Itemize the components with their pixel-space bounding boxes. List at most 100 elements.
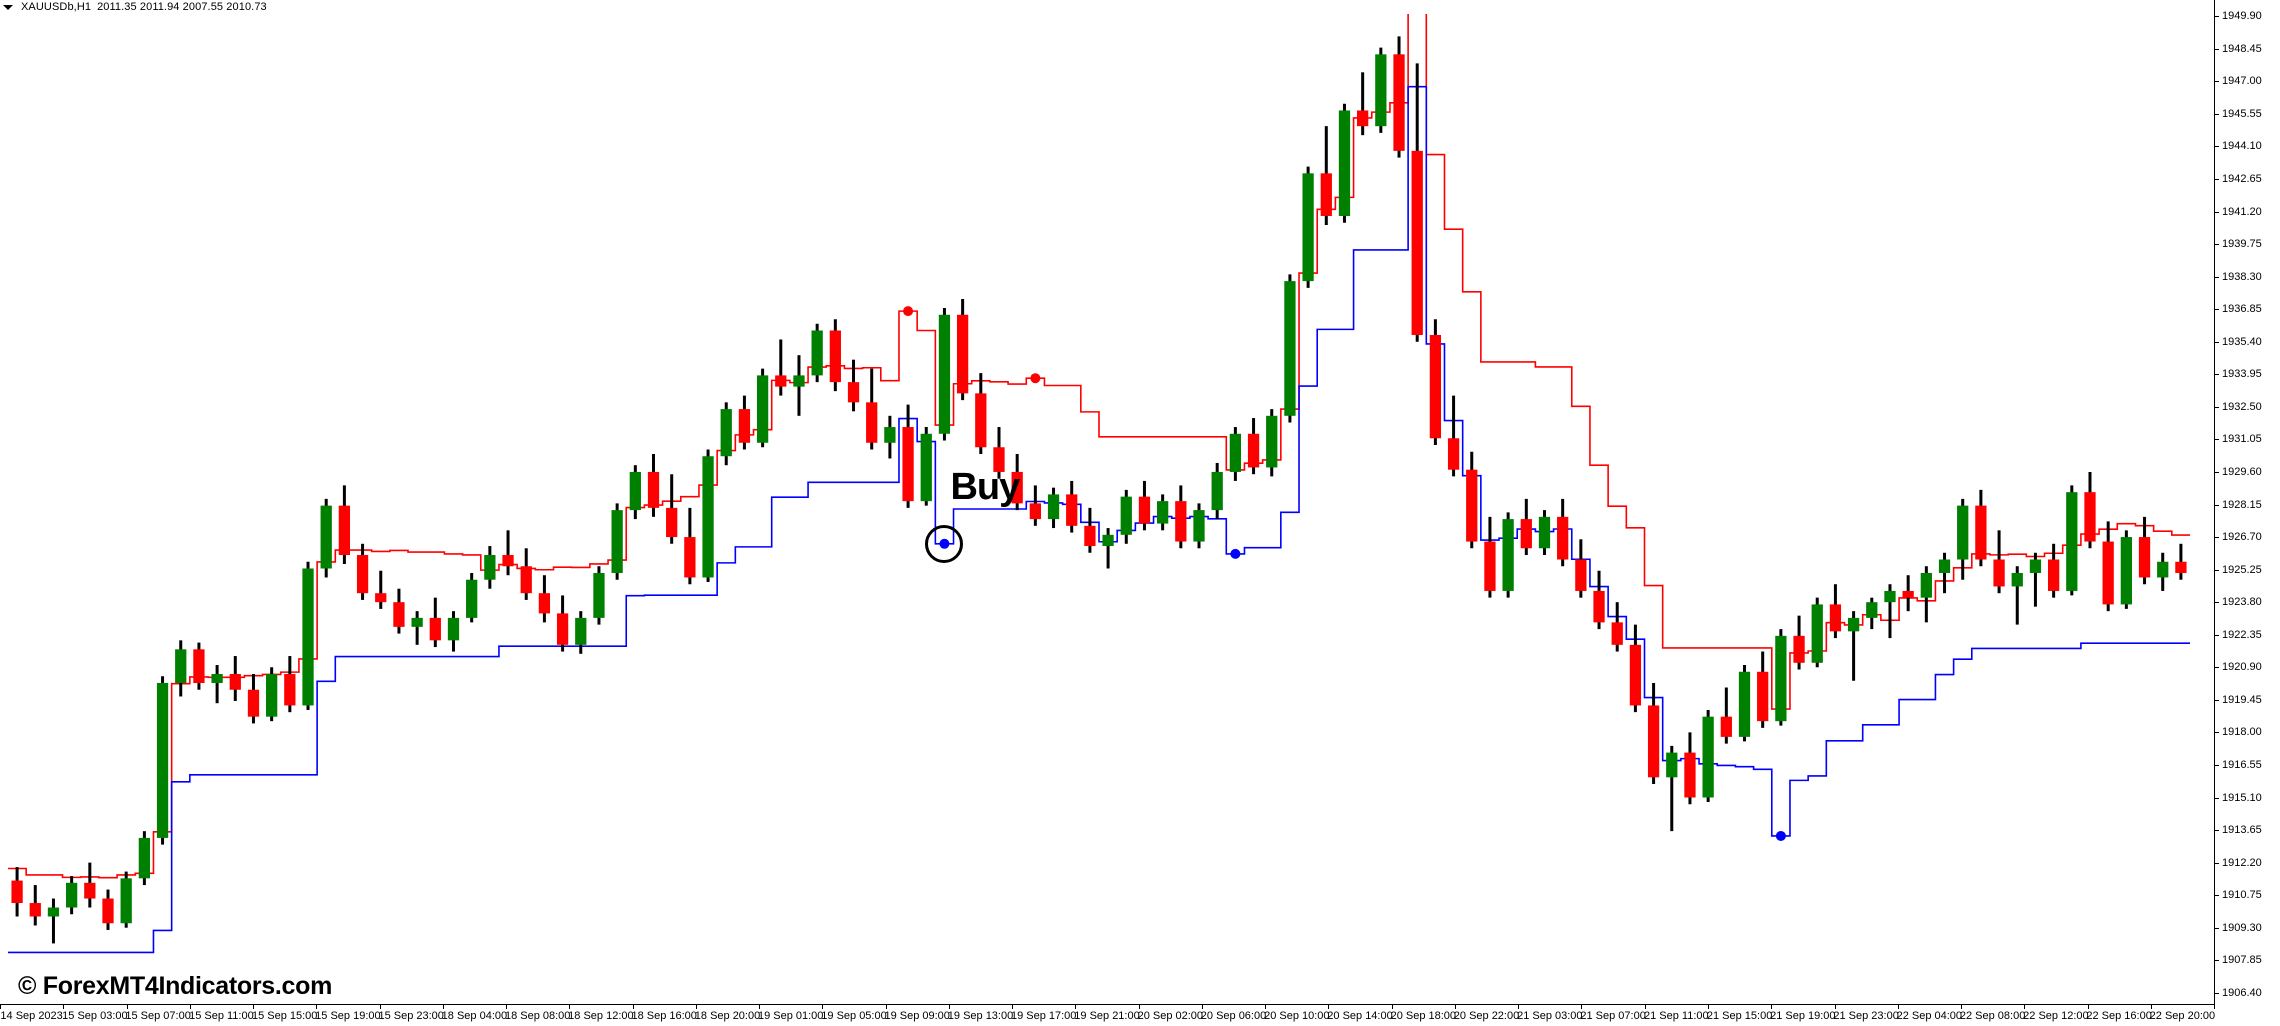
candle-body	[847, 382, 860, 403]
sell-signal-dot	[903, 306, 914, 317]
time-tick-label: 21 Sep 07:00	[1580, 1010, 1646, 1022]
candle-body	[229, 674, 241, 690]
candle-body	[29, 903, 41, 917]
candle-body	[1957, 505, 1969, 560]
candle-body	[1120, 496, 1132, 535]
candle-body	[1720, 716, 1732, 737]
time-tick	[1581, 1004, 1583, 1009]
price-tick	[2214, 113, 2219, 115]
price-tick-label: 1906.40	[2222, 986, 2262, 999]
price-tick	[2214, 537, 2219, 539]
price-tick	[2214, 504, 2219, 506]
price-tick	[2214, 960, 2219, 962]
chevron-down-icon[interactable]	[3, 4, 13, 10]
time-tick-label: 15 Sep 03:00	[62, 1010, 128, 1022]
candle-body	[1466, 469, 1478, 542]
price-tick-label: 1933.95	[2222, 368, 2262, 381]
candle-body	[284, 674, 296, 706]
time-tick	[885, 1004, 887, 1009]
candle-body	[356, 555, 369, 594]
candle-body	[956, 314, 969, 394]
price-tick-label: 1948.45	[2222, 42, 2262, 55]
candle-body	[502, 555, 514, 567]
candle-body	[575, 617, 587, 645]
time-axis[interactable]: 14 Sep 2023 15 Sep 03:00 15 Sep 07:00 15 Se…	[0, 1004, 2280, 1026]
candle-body	[211, 674, 223, 683]
candle-body	[1920, 572, 1932, 598]
candle-body	[1684, 752, 1696, 798]
time-tick	[316, 1004, 318, 1009]
candle-body	[466, 579, 478, 618]
time-tick	[632, 1004, 634, 1009]
time-tick-label: 20 Sep 10:00	[1264, 1010, 1330, 1022]
candle-body	[193, 649, 205, 683]
buy-signal-dot	[1230, 548, 1241, 559]
price-tick	[2214, 569, 2219, 571]
time-tick-label: 20 Sep 14:00	[1327, 1010, 1393, 1022]
candle-body	[1757, 671, 1769, 722]
candle-body	[1484, 541, 1496, 591]
chart-plot-area[interactable]	[0, 14, 2214, 1004]
chart-header: XAUUSDb,H1 2011.35 2011.94 2007.55 2010.…	[0, 0, 2217, 14]
candle-body	[2066, 492, 2078, 591]
price-tick-label: 1919.45	[2222, 693, 2262, 706]
time-tick	[1897, 1004, 1899, 1009]
price-tick	[2214, 276, 2219, 278]
time-tick	[1075, 1004, 1077, 1009]
time-tick-label: 19 Sep 01:00	[757, 1010, 824, 1022]
candle-body	[2029, 559, 2042, 573]
candle-body	[84, 882, 96, 899]
price-tick-label: 1926.70	[2222, 531, 2262, 544]
candle-body	[247, 689, 260, 717]
candle-body	[629, 471, 641, 511]
price-tick-label: 1923.80	[2222, 596, 2262, 609]
candle-body	[375, 593, 387, 603]
price-tick	[2214, 471, 2219, 473]
candle-body	[702, 456, 714, 578]
candle-body	[1211, 471, 1223, 511]
time-tick-label: 18 Sep 16:00	[631, 1010, 697, 1022]
candle-body	[666, 507, 678, 538]
price-tick-label: 1915.10	[2222, 791, 2262, 804]
candle-body	[1611, 622, 1623, 645]
price-tick-label: 1945.55	[2222, 107, 2262, 120]
candle-body	[393, 602, 405, 627]
candle-body	[1593, 590, 1605, 623]
time-tick-label: 19 Sep 05:00	[821, 1010, 887, 1022]
time-tick	[1454, 1004, 1456, 1009]
candle-body	[1866, 602, 1878, 618]
candle-body	[720, 409, 732, 457]
price-tick	[2214, 16, 2219, 18]
candle-body	[756, 375, 769, 443]
candle-body	[1575, 559, 1587, 591]
price-tick	[2214, 602, 2219, 604]
time-tick	[695, 1004, 697, 1009]
time-tick-label: 19 Sep 13:00	[947, 1010, 1014, 1022]
time-tick-label: 18 Sep 08:00	[504, 1010, 571, 1022]
candle-body	[66, 882, 78, 908]
candle-body	[1393, 54, 1405, 151]
candle-body	[1157, 501, 1169, 524]
time-tick-label: 18 Sep 20:00	[694, 1010, 761, 1022]
candle-body	[1557, 516, 1569, 560]
candle-body	[920, 433, 932, 502]
time-tick	[2087, 1004, 2089, 1009]
candle-body	[2157, 561, 2169, 578]
price-tick-label: 1936.85	[2222, 303, 2262, 316]
price-tick	[2214, 211, 2219, 213]
candle-body	[1429, 334, 1442, 439]
time-tick-label: 18 Sep 12:00	[568, 1010, 634, 1022]
candle-body	[1229, 433, 1242, 472]
candle-body	[138, 837, 151, 879]
price-tick	[2214, 797, 2219, 799]
candle-body	[1502, 519, 1514, 591]
candle-body	[1902, 590, 1914, 598]
price-tick	[2214, 699, 2219, 701]
candle-body	[1775, 635, 1787, 722]
candle-body	[302, 568, 314, 706]
price-tick	[2214, 374, 2219, 376]
time-tick-label: 22 Sep 08:00	[1959, 1010, 2026, 1022]
candle-body	[338, 505, 351, 556]
price-axis[interactable]: 1949.90 1948.45 1947.00 1945.55 1944.10 1942.…	[2214, 0, 2280, 1009]
buy-signal-label: Buy	[950, 465, 1020, 508]
